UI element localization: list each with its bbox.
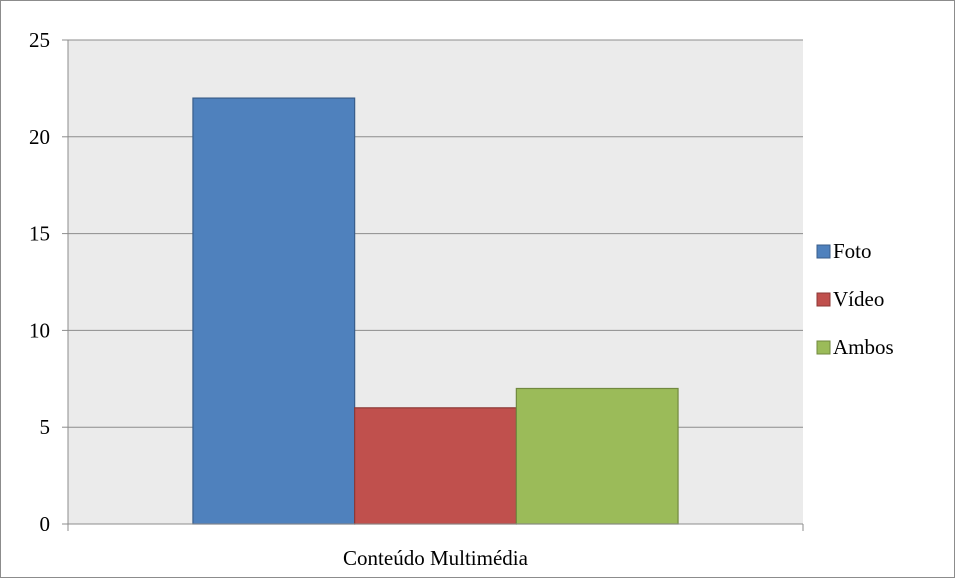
bar-video — [354, 407, 517, 525]
y-tick-label: 10 — [29, 318, 50, 342]
y-tick-label: 25 — [29, 28, 50, 52]
bar-foto — [192, 97, 356, 525]
axes — [62, 39, 804, 531]
legend-swatch — [816, 340, 831, 355]
y-tick-label: 0 — [40, 512, 51, 536]
legend-swatch — [816, 292, 831, 307]
gridlines — [68, 39, 803, 428]
x-tick-labels: Conteúdo Multimédia — [343, 546, 529, 570]
legend: Foto Vídeo Ambos — [816, 239, 894, 359]
legend-label: Vídeo — [833, 287, 884, 311]
y-tick-label: 15 — [29, 222, 50, 246]
legend-swatch — [816, 244, 831, 259]
legend-label: Foto — [833, 239, 872, 263]
bars — [192, 97, 679, 525]
x-tick-label: Conteúdo Multimédia — [343, 546, 529, 570]
bar-ambos — [515, 387, 679, 525]
y-tick-label: 20 — [29, 125, 50, 149]
legend-label: Ambos — [833, 335, 894, 359]
y-tick-labels: 0 5 10 15 20 25 — [29, 28, 50, 536]
y-tick-label: 5 — [40, 415, 51, 439]
